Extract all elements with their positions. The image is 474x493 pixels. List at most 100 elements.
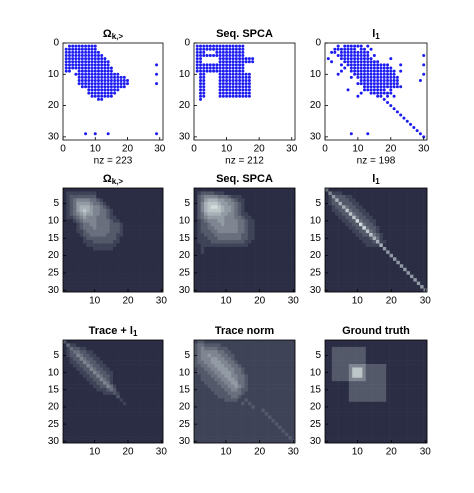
heat-cell xyxy=(149,281,154,286)
heat-cell xyxy=(207,364,212,368)
nonzero-dot xyxy=(372,85,376,89)
heat-cell xyxy=(197,226,202,230)
heat-cell xyxy=(338,274,343,279)
heat-cell xyxy=(352,243,356,248)
heat-cell xyxy=(355,188,360,192)
heat-cell xyxy=(69,364,74,368)
heat-cell xyxy=(156,388,160,392)
heat-cell xyxy=(149,243,154,248)
heat-cell xyxy=(257,374,262,379)
heat-cell xyxy=(99,401,104,406)
heat-cell xyxy=(389,278,394,282)
heat-cell xyxy=(420,194,424,199)
heat-cell xyxy=(86,429,90,433)
heat-cell xyxy=(355,222,360,227)
heat-cell xyxy=(348,267,353,272)
heat-cell xyxy=(372,250,377,255)
heat-cell xyxy=(393,205,397,210)
heat-cell xyxy=(234,394,239,399)
heat-cell xyxy=(231,253,235,258)
heat-cell xyxy=(69,388,74,392)
heat-cell xyxy=(372,240,377,244)
heat-cell xyxy=(86,381,90,385)
heat-cell xyxy=(217,191,222,196)
heat-cell xyxy=(406,260,411,265)
x-tick-label: 20 xyxy=(386,296,398,307)
heat-cell xyxy=(379,264,384,269)
heat-cell xyxy=(338,246,343,251)
heat-cell xyxy=(153,374,157,379)
heat-cell xyxy=(291,364,296,368)
heat-cell xyxy=(284,364,289,368)
heat-cell xyxy=(89,353,94,358)
nonzero-dot xyxy=(155,82,159,86)
nonzero-dot xyxy=(87,69,91,73)
heat-cell xyxy=(382,288,387,293)
nonzero-dot xyxy=(215,66,219,70)
heat-cell xyxy=(197,267,202,272)
nonzero-dot xyxy=(103,94,107,98)
heat-cell xyxy=(372,205,377,210)
nonzero-dot xyxy=(71,50,75,54)
heat-cell xyxy=(413,271,418,275)
heat-cell xyxy=(234,360,239,365)
heat-cell xyxy=(217,271,222,275)
nonzero-dot xyxy=(228,54,232,58)
heat-cell xyxy=(410,194,414,199)
heat-cell xyxy=(257,194,262,199)
heat-cell xyxy=(372,233,377,237)
heat-cell xyxy=(207,367,212,372)
heat-cell xyxy=(99,215,104,220)
heat-cell xyxy=(217,364,222,368)
heat-cell xyxy=(210,194,215,199)
heat-cell xyxy=(123,250,127,255)
heat-cell xyxy=(89,212,94,217)
heat-cell xyxy=(63,418,67,423)
heat-cell xyxy=(420,257,424,262)
heat-cell xyxy=(386,229,390,234)
heat-cell xyxy=(79,388,84,392)
plot-area xyxy=(325,43,427,140)
heat-cell xyxy=(156,205,160,210)
heat-cell xyxy=(220,401,225,406)
heat-cell xyxy=(139,436,144,440)
heat-cell xyxy=(406,191,411,196)
heat-cell xyxy=(119,388,124,392)
heat-cell xyxy=(331,236,336,241)
nonzero-dot xyxy=(376,69,380,73)
nonzero-dot xyxy=(238,44,242,48)
heat-cell xyxy=(210,222,215,227)
heat-cell xyxy=(106,370,110,375)
heat-cell xyxy=(241,370,245,375)
heat-cell xyxy=(63,281,67,286)
heat-cell xyxy=(214,343,218,348)
heat-cell xyxy=(204,274,208,279)
heat-cell xyxy=(93,188,97,192)
heat-cell xyxy=(379,281,384,286)
heat-cell xyxy=(89,229,94,234)
heat-cell xyxy=(237,201,242,206)
heat-cell xyxy=(399,260,404,265)
heat-cell xyxy=(251,219,255,223)
heat-cell xyxy=(410,212,414,217)
heat-cell xyxy=(372,260,377,265)
heat-cell xyxy=(69,201,74,206)
heat-cell xyxy=(79,384,84,389)
nonzero-dot xyxy=(369,85,373,89)
heat-cell xyxy=(79,278,84,282)
heat-cell xyxy=(69,240,74,244)
nonzero-dot xyxy=(96,75,100,79)
heat-cell xyxy=(76,226,80,230)
heat-cell xyxy=(143,370,147,375)
nonzero-dot xyxy=(231,82,235,86)
heat-cell xyxy=(214,274,218,279)
heat-cell xyxy=(69,381,74,385)
heat-cell xyxy=(231,394,235,399)
heat-cell xyxy=(244,219,249,223)
heat-cell xyxy=(261,267,265,272)
heat-cell xyxy=(159,412,164,416)
heat-cell xyxy=(76,391,80,396)
nonzero-dot xyxy=(215,44,219,48)
heat-cell xyxy=(109,201,114,206)
heat-cell xyxy=(153,267,157,272)
